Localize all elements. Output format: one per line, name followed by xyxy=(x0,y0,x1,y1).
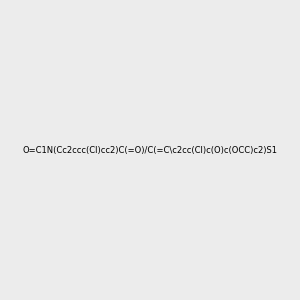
Text: O=C1N(Cc2ccc(Cl)cc2)C(=O)/C(=C\c2cc(Cl)c(O)c(OCC)c2)S1: O=C1N(Cc2ccc(Cl)cc2)C(=O)/C(=C\c2cc(Cl)c… xyxy=(22,146,278,154)
